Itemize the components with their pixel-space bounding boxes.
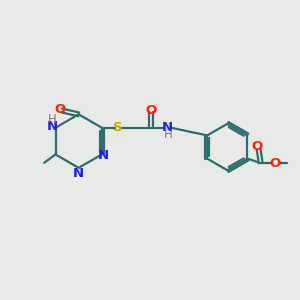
Text: O: O xyxy=(251,140,263,153)
Text: N: N xyxy=(73,167,84,180)
Text: S: S xyxy=(113,121,123,134)
Text: O: O xyxy=(269,157,281,169)
Text: N: N xyxy=(98,149,109,162)
Text: N: N xyxy=(162,121,173,134)
Text: N: N xyxy=(47,120,58,133)
Text: O: O xyxy=(55,103,66,116)
Text: O: O xyxy=(145,104,157,117)
Text: H: H xyxy=(48,113,57,126)
Text: H: H xyxy=(164,128,172,141)
